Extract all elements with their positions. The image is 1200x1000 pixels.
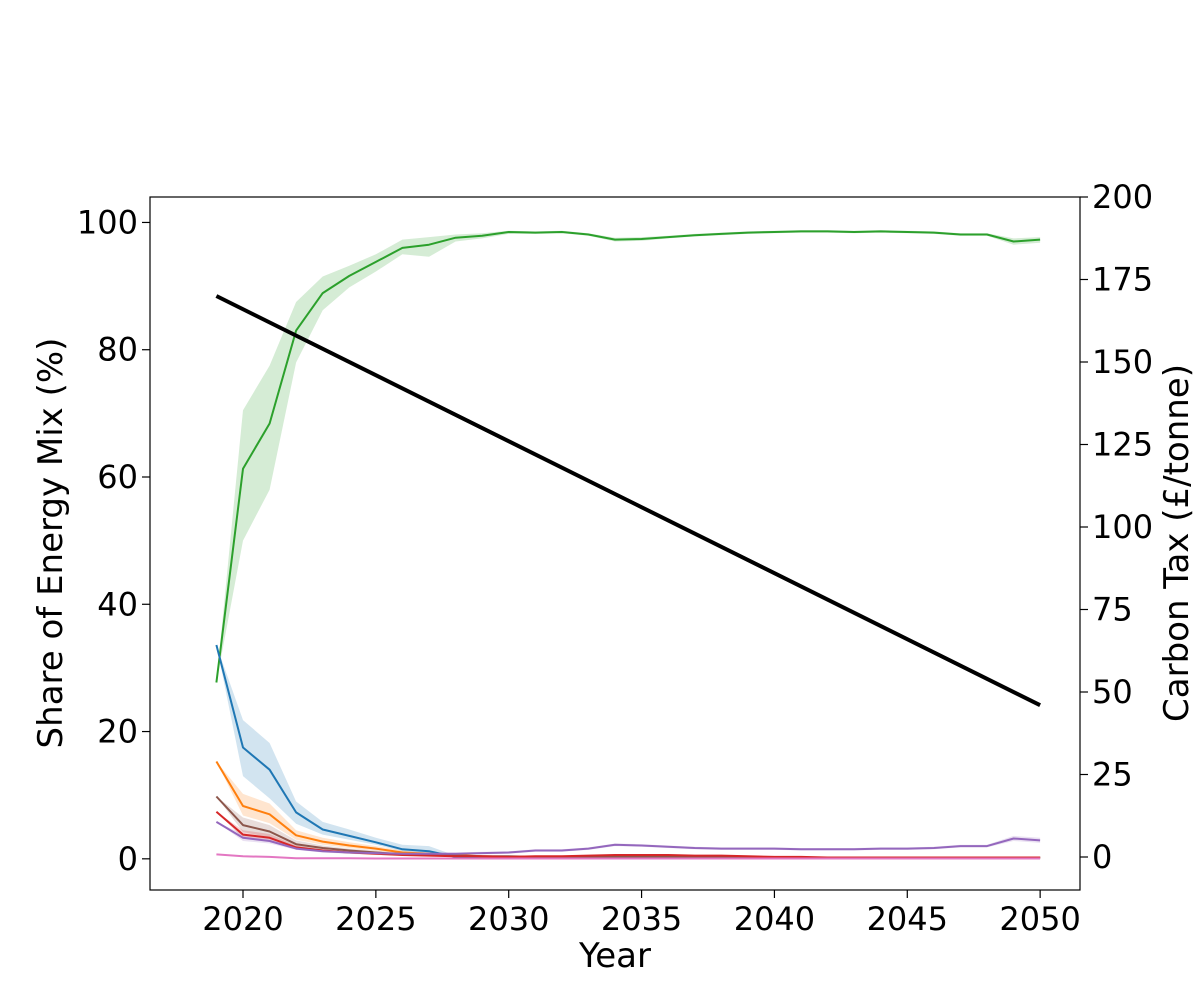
x-axis: 2020 2025 2030 2035 2040 2045 2050 xyxy=(202,890,1081,938)
left-y-tick-label: 40 xyxy=(97,585,138,623)
right-y-tick-label: 200 xyxy=(1092,178,1153,216)
right-y-axis-title: Carbon Tax (£/tonne) xyxy=(1157,364,1197,722)
series-5-line xyxy=(215,821,1041,855)
left-y-tick-label: 100 xyxy=(77,203,138,241)
x-tick-label: 2025 xyxy=(335,900,416,938)
x-tick-label: 2020 xyxy=(202,900,283,938)
series-6-line xyxy=(216,853,1041,860)
right-y-tick-label: 25 xyxy=(1092,756,1133,794)
left-y-tick-label: 0 xyxy=(118,840,138,878)
left-y-axis: 0 20 40 60 80 100 xyxy=(77,203,150,878)
right-y-tick-label: 150 xyxy=(1092,343,1153,381)
x-tick-label: 2050 xyxy=(999,900,1080,938)
x-tick-label: 2030 xyxy=(468,900,549,938)
series-7-line xyxy=(215,294,1041,707)
right-y-tick-label: 0 xyxy=(1092,838,1112,876)
plot-area-frame xyxy=(149,196,1081,891)
right-y-tick-label: 50 xyxy=(1092,673,1133,711)
right-y-tick-label: 100 xyxy=(1092,508,1153,546)
right-y-axis: 0 25 50 75 100 125 150 175 200 xyxy=(1080,178,1153,876)
right-y-tick-label: 175 xyxy=(1092,261,1153,299)
series-0-line xyxy=(215,230,1041,683)
x-tick-label: 2040 xyxy=(734,900,815,938)
x-axis-title: Year xyxy=(578,936,651,976)
series-1-band xyxy=(216,645,1041,859)
series-0-band xyxy=(216,230,1041,683)
x-tick-label: 2035 xyxy=(601,900,682,938)
series-1-line xyxy=(215,644,1041,859)
right-y-tick-label: 75 xyxy=(1092,591,1133,629)
series-lines xyxy=(215,230,1041,860)
left-y-tick-label: 20 xyxy=(97,713,138,751)
left-y-axis-title: Share of Energy Mix (%) xyxy=(31,338,71,749)
left-y-tick-label: 60 xyxy=(97,458,138,496)
x-tick-label: 2045 xyxy=(867,900,948,938)
left-y-tick-label: 80 xyxy=(97,331,138,369)
right-y-tick-label: 125 xyxy=(1092,426,1153,464)
confidence-bands xyxy=(216,230,1041,859)
